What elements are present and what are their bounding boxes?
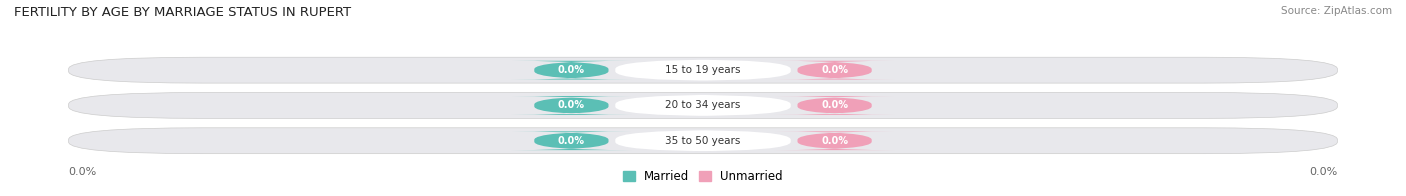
FancyBboxPatch shape	[775, 131, 894, 150]
Text: 0.0%: 0.0%	[821, 136, 848, 146]
Text: Source: ZipAtlas.com: Source: ZipAtlas.com	[1281, 6, 1392, 16]
Text: 0.0%: 0.0%	[558, 136, 585, 146]
FancyBboxPatch shape	[69, 57, 1337, 83]
Text: 15 to 19 years: 15 to 19 years	[665, 65, 741, 75]
Text: 0.0%: 0.0%	[821, 100, 848, 111]
FancyBboxPatch shape	[616, 60, 790, 81]
Text: 20 to 34 years: 20 to 34 years	[665, 100, 741, 111]
Text: 0.0%: 0.0%	[69, 167, 97, 177]
Text: 0.0%: 0.0%	[1309, 167, 1337, 177]
Text: 0.0%: 0.0%	[558, 65, 585, 75]
Legend: Married, Unmarried: Married, Unmarried	[619, 165, 787, 188]
FancyBboxPatch shape	[512, 131, 631, 150]
FancyBboxPatch shape	[512, 61, 631, 80]
FancyBboxPatch shape	[69, 93, 1337, 118]
FancyBboxPatch shape	[775, 96, 894, 115]
FancyBboxPatch shape	[616, 130, 790, 151]
FancyBboxPatch shape	[616, 95, 790, 116]
Text: 0.0%: 0.0%	[558, 100, 585, 111]
Text: 35 to 50 years: 35 to 50 years	[665, 136, 741, 146]
FancyBboxPatch shape	[69, 128, 1337, 154]
Text: FERTILITY BY AGE BY MARRIAGE STATUS IN RUPERT: FERTILITY BY AGE BY MARRIAGE STATUS IN R…	[14, 6, 352, 19]
FancyBboxPatch shape	[512, 96, 631, 115]
FancyBboxPatch shape	[775, 61, 894, 80]
Text: 0.0%: 0.0%	[821, 65, 848, 75]
